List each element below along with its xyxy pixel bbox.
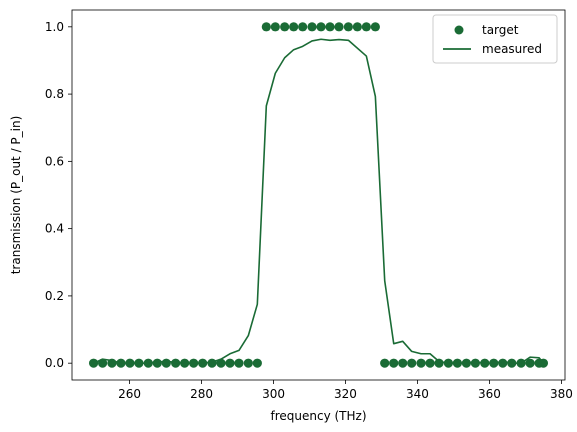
y-tick-label: 0.8 xyxy=(45,87,64,101)
target-point xyxy=(234,358,244,368)
plot-frame xyxy=(71,9,566,381)
x-tick-label: 340 xyxy=(406,387,429,401)
y-tick-label: 0.4 xyxy=(45,222,64,236)
y-tick-label: 0.2 xyxy=(45,289,64,303)
target-point xyxy=(307,22,317,32)
target-point xyxy=(225,358,235,368)
x-axis-label: frequency (THz) xyxy=(270,409,366,423)
target-point xyxy=(470,358,480,368)
target-point xyxy=(152,358,162,368)
target-point xyxy=(252,358,262,368)
x-tick-label: 360 xyxy=(478,387,501,401)
plot-marks xyxy=(88,22,549,368)
target-point xyxy=(416,358,426,368)
target-point xyxy=(498,358,508,368)
target-point xyxy=(216,358,226,368)
target-point xyxy=(425,358,435,368)
target-point xyxy=(325,22,335,32)
target-point xyxy=(361,22,371,32)
target-point xyxy=(261,22,271,32)
x-axis: 260 280 300 320 340 360 380 xyxy=(118,380,573,401)
y-tick-label: 0.0 xyxy=(45,356,64,370)
target-point xyxy=(334,22,344,32)
y-tick-label: 0.6 xyxy=(45,154,64,168)
target-point xyxy=(280,22,290,32)
target-point xyxy=(289,22,299,32)
target-point xyxy=(343,22,353,32)
y-axis-label: transmission (P_out / P_in) xyxy=(9,116,23,275)
legend-box xyxy=(432,14,558,64)
target-point xyxy=(389,358,399,368)
y-tick-label: 1.0 xyxy=(45,20,64,34)
target-point xyxy=(525,358,535,368)
target-point xyxy=(270,22,280,32)
x-tick-label: 380 xyxy=(550,387,573,401)
x-tick-label: 260 xyxy=(118,387,141,401)
target-point xyxy=(370,22,380,32)
legend: target measured xyxy=(432,14,558,64)
target-point xyxy=(352,22,362,32)
x-tick-label: 280 xyxy=(190,387,213,401)
target-point xyxy=(316,22,326,32)
target-point xyxy=(243,358,253,368)
target-point xyxy=(380,358,390,368)
y-axis: 0.0 0.2 0.4 0.6 0.8 1.0 xyxy=(45,20,72,370)
measured-line xyxy=(93,38,545,364)
target-point xyxy=(407,358,417,368)
legend-label-measured: measured xyxy=(482,42,542,56)
target-point xyxy=(161,358,171,368)
target-point xyxy=(298,22,308,32)
target-point xyxy=(398,358,408,368)
target-point xyxy=(434,358,444,368)
x-tick-label: 320 xyxy=(334,387,357,401)
x-tick-label: 300 xyxy=(262,387,285,401)
legend-marker-target xyxy=(454,25,464,35)
legend-label-target: target xyxy=(482,23,519,37)
